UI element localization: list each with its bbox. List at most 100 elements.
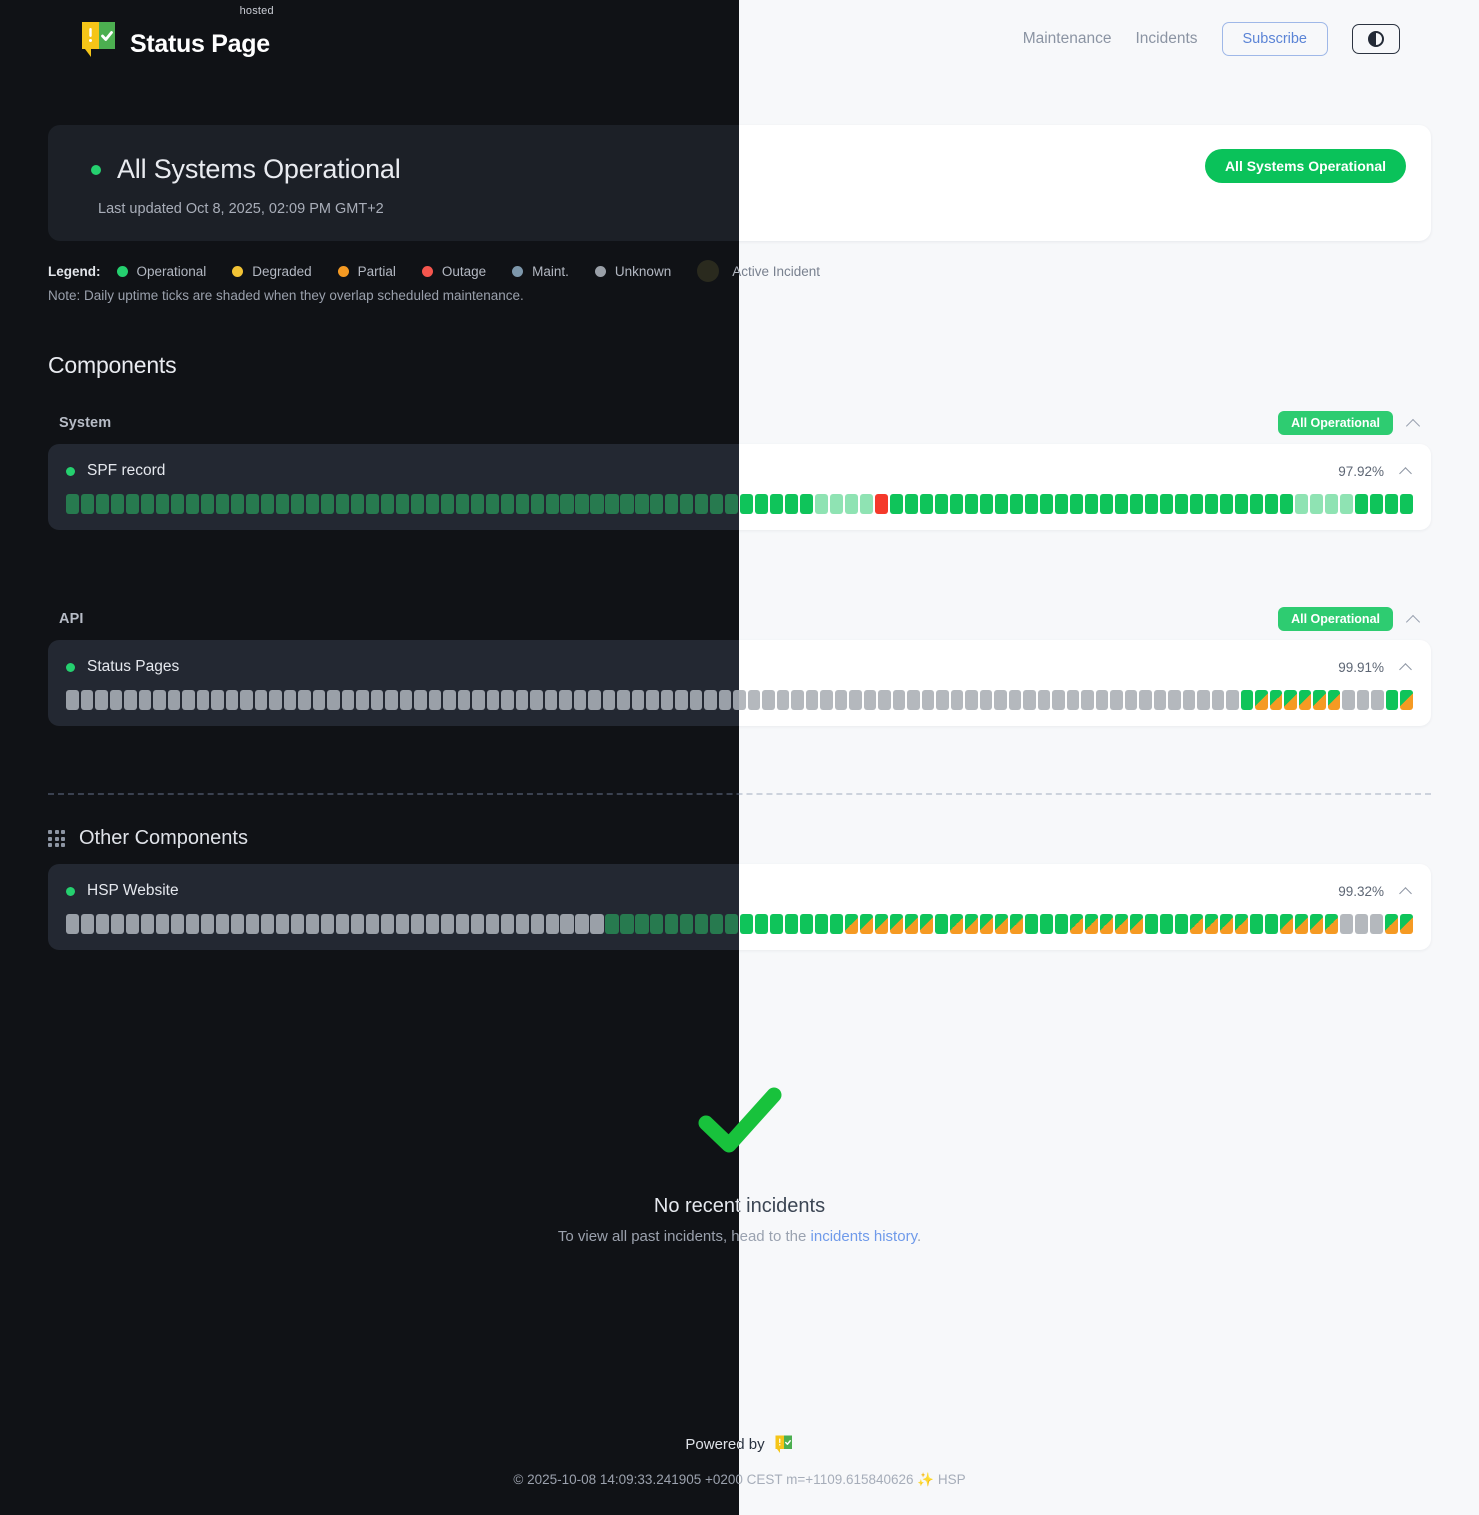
uptime-tick-unk[interactable]	[1356, 690, 1370, 710]
uptime-tick-unk[interactable]	[290, 914, 304, 934]
uptime-tick-op[interactable]	[980, 494, 994, 514]
uptime-tick-unk[interactable]	[472, 690, 485, 710]
uptime-tick-unk[interactable]	[305, 914, 319, 934]
uptime-tick-op[interactable]	[200, 494, 214, 514]
uptime-tick-op[interactable]	[935, 914, 949, 934]
uptime-tick-unk[interactable]	[109, 690, 123, 710]
uptime-tick-unk[interactable]	[1371, 690, 1384, 710]
uptime-tick-unk[interactable]	[1226, 690, 1239, 710]
uptime-tick-op[interactable]	[575, 494, 589, 514]
uptime-tick-op[interactable]	[1054, 494, 1069, 514]
uptime-tick-unk[interactable]	[530, 914, 544, 934]
uptime-tick-shaded[interactable]	[845, 494, 859, 514]
uptime-tick-unk[interactable]	[545, 914, 559, 934]
incidents-history-link[interactable]: incidents history	[810, 1228, 917, 1245]
uptime-tick-op[interactable]	[1174, 494, 1188, 514]
uptime-tick-unk[interactable]	[575, 914, 589, 934]
uptime-tick-unk[interactable]	[95, 690, 108, 710]
uptime-tick-split[interactable]	[905, 914, 919, 934]
uptime-tick-op[interactable]	[560, 494, 574, 514]
nav-link-maintenance[interactable]: Maintenance	[1022, 30, 1112, 47]
uptime-tick-unk[interactable]	[124, 690, 137, 710]
uptime-tick-op[interactable]	[1264, 494, 1278, 514]
uptime-tick-split[interactable]	[1189, 914, 1203, 934]
uptime-tick-op[interactable]	[80, 494, 95, 514]
uptime-tick-op[interactable]	[800, 914, 814, 934]
uptime-tick-op[interactable]	[830, 914, 844, 934]
uptime-tick-unk[interactable]	[892, 690, 906, 710]
uptime-tick-unk[interactable]	[275, 914, 289, 934]
status-page-logo-icon[interactable]	[774, 1434, 794, 1454]
uptime-tick-split[interactable]	[965, 914, 979, 934]
uptime-tick-op[interactable]	[1010, 494, 1024, 514]
uptime-tick-op[interactable]	[650, 914, 664, 934]
uptime-tick-op[interactable]	[455, 494, 469, 514]
uptime-tick-unk[interactable]	[341, 690, 355, 710]
uptime-tick-op[interactable]	[1025, 494, 1039, 514]
uptime-tick-unk[interactable]	[395, 914, 409, 934]
uptime-tick-shaded[interactable]	[1339, 494, 1353, 514]
uptime-tick-unk[interactable]	[1110, 690, 1123, 710]
uptime-tick-op[interactable]	[605, 914, 619, 934]
uptime-tick-op[interactable]	[380, 494, 394, 514]
uptime-tick-unk[interactable]	[559, 690, 572, 710]
uptime-tick-split[interactable]	[980, 914, 994, 934]
uptime-tick-unk[interactable]	[167, 690, 181, 710]
uptime-tick-op[interactable]	[335, 494, 349, 514]
uptime-tick-unk[interactable]	[588, 690, 601, 710]
uptime-tick-op[interactable]	[995, 494, 1009, 514]
chevron-up-icon[interactable]	[1400, 663, 1413, 671]
uptime-tick-op[interactable]	[665, 494, 679, 514]
uptime-tick-op[interactable]	[1234, 494, 1248, 514]
uptime-tick-op[interactable]	[740, 914, 754, 934]
uptime-tick-op[interactable]	[755, 914, 769, 934]
uptime-tick-unk[interactable]	[80, 690, 94, 710]
uptime-tick-op[interactable]	[1174, 914, 1188, 934]
uptime-tick-split[interactable]	[1298, 690, 1312, 710]
uptime-tick-unk[interactable]	[455, 914, 469, 934]
uptime-tick-unk[interactable]	[486, 690, 500, 710]
uptime-tick-split[interactable]	[1204, 914, 1218, 934]
uptime-tick-op[interactable]	[260, 494, 274, 514]
uptime-tick-split[interactable]	[1399, 914, 1413, 934]
uptime-tick-unk[interactable]	[515, 914, 529, 934]
uptime-tick-unk[interactable]	[225, 690, 239, 710]
uptime-tick-unk[interactable]	[380, 914, 394, 934]
uptime-tick-shaded[interactable]	[1294, 494, 1308, 514]
uptime-tick-op[interactable]	[110, 494, 125, 514]
uptime-tick-unk[interactable]	[994, 690, 1007, 710]
uptime-tick-op[interactable]	[965, 494, 979, 514]
uptime-tick-unk[interactable]	[1168, 690, 1181, 710]
uptime-tick-op[interactable]	[1249, 494, 1263, 514]
uptime-tick-split[interactable]	[920, 914, 934, 934]
uptime-tick-unk[interactable]	[425, 914, 439, 934]
uptime-tick-unk[interactable]	[1066, 690, 1080, 710]
brand[interactable]: Status Page hosted	[79, 5, 274, 59]
uptime-tick-split[interactable]	[1313, 690, 1326, 710]
uptime-tick-unk[interactable]	[140, 914, 155, 934]
uptime-tick-split[interactable]	[1324, 914, 1338, 934]
uptime-tick-op[interactable]	[1054, 914, 1069, 934]
uptime-tick-unk[interactable]	[110, 914, 125, 934]
uptime-tick-unk[interactable]	[356, 690, 369, 710]
uptime-tick-unk[interactable]	[590, 914, 604, 934]
uptime-tick-unk[interactable]	[138, 690, 152, 710]
uptime-tick-op[interactable]	[1114, 494, 1128, 514]
uptime-tick-op[interactable]	[1144, 494, 1158, 514]
uptime-tick-op[interactable]	[1099, 494, 1114, 514]
uptime-tick-split[interactable]	[1010, 914, 1024, 934]
uptime-tick-op[interactable]	[350, 494, 364, 514]
uptime-tick-unk[interactable]	[747, 690, 761, 710]
uptime-tick-op[interactable]	[1399, 494, 1413, 514]
uptime-tick-op[interactable]	[290, 494, 304, 514]
uptime-tick-unk[interactable]	[283, 690, 297, 710]
uptime-tick-op[interactable]	[800, 494, 814, 514]
uptime-tick-op[interactable]	[635, 914, 649, 934]
uptime-tick-op[interactable]	[1249, 914, 1263, 934]
uptime-tick-shaded[interactable]	[830, 494, 844, 514]
uptime-tick-unk[interactable]	[1211, 690, 1225, 710]
uptime-tick-op[interactable]	[770, 494, 784, 514]
uptime-tick-unk[interactable]	[1095, 690, 1109, 710]
uptime-tick-op[interactable]	[680, 914, 694, 934]
uptime-tick-unk[interactable]	[689, 690, 703, 710]
